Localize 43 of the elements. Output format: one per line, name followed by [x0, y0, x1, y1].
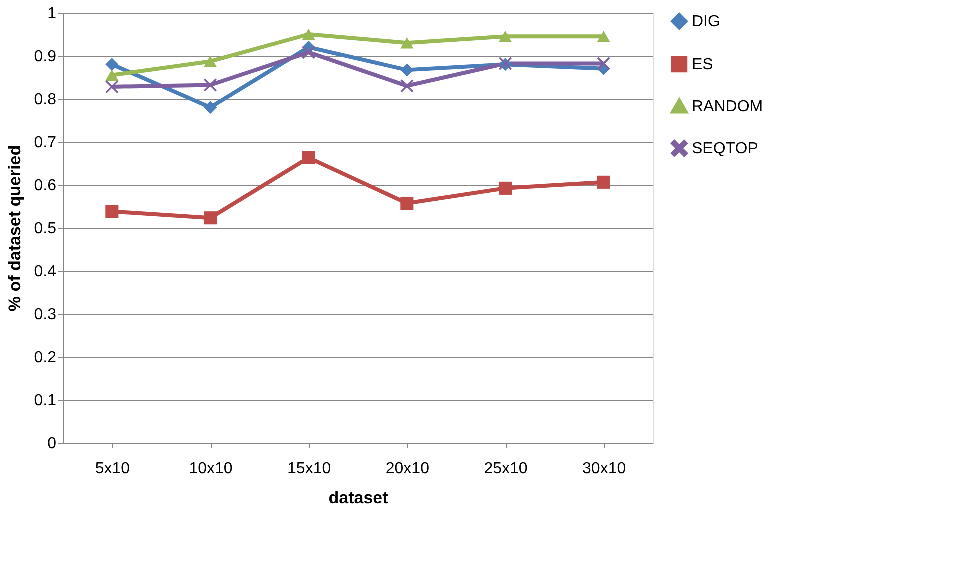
point [302, 28, 316, 40]
legend-label: DIG [692, 14, 720, 30]
point [106, 70, 119, 81]
y-tick-label: 0.7 [34, 134, 57, 152]
point [204, 212, 218, 225]
point [498, 182, 512, 195]
y-axis-title: % of dataset queried [5, 145, 24, 312]
y-tick-label: 0.8 [34, 92, 57, 108]
y-tick-label: 0.5 [34, 220, 57, 238]
point [204, 78, 218, 92]
point [106, 58, 119, 72]
point [106, 205, 119, 218]
x-tick-label: 15x10 [288, 460, 332, 478]
x-tick-label: 25x10 [484, 460, 528, 478]
y-tick-label: 0.2 [34, 350, 57, 366]
point [400, 37, 414, 49]
y-tick-label: 0.1 [34, 392, 57, 410]
point [106, 80, 119, 94]
y-tick-label: 0.9 [34, 48, 57, 66]
point [498, 31, 512, 42]
point [400, 64, 414, 77]
y-tick-label: 0 [48, 436, 57, 452]
point [204, 56, 218, 68]
x-tick-label: 30x10 [582, 460, 626, 478]
x-tick-label: 20x10 [386, 460, 430, 478]
legend-label: SEQTOP [692, 140, 758, 158]
y-tick-label: 0.3 [34, 306, 57, 324]
point [302, 151, 316, 164]
x-tick-label: 5x10 [95, 460, 130, 478]
x-axis-title: dataset [328, 488, 389, 508]
y-tick-label: 0.6 [34, 178, 57, 194]
point [597, 176, 610, 189]
y-tick-label: 0.4 [34, 264, 57, 280]
legend-label: ES [692, 56, 714, 74]
point [400, 196, 414, 210]
point [400, 80, 414, 93]
legend-label: RANDOM [692, 98, 764, 116]
point [204, 101, 218, 114]
point [302, 46, 316, 60]
point [597, 31, 610, 42]
y-tick-label: 1 [48, 6, 57, 22]
x-tick-label: 10x10 [189, 460, 233, 478]
point [597, 57, 610, 70]
